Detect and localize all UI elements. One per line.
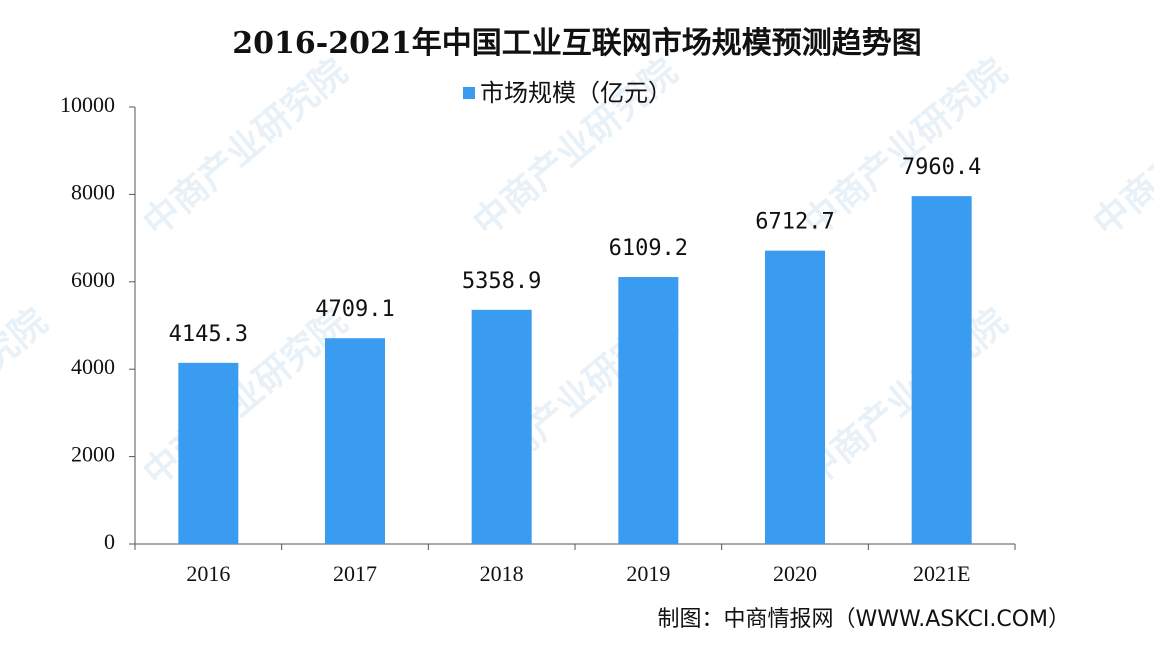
value-label: 4145.3 [169, 322, 248, 347]
chart-title: 2016-2021年中国工业互联网市场规模预测趋势图 [232, 26, 921, 61]
y-tick-label: 0 [104, 529, 115, 554]
y-tick-label: 4000 [71, 354, 115, 379]
value-label: 6712.7 [755, 210, 834, 235]
bar [178, 362, 239, 544]
source-note: 制图：中商情报网（WWW.ASKCI.COM） [658, 607, 1070, 632]
y-tick-label: 10000 [60, 92, 115, 117]
bar [911, 196, 972, 544]
bar [618, 277, 679, 544]
x-tick-label: 2017 [333, 561, 377, 586]
y-tick-label: 6000 [71, 267, 115, 292]
x-tick-label: 2021E [913, 561, 970, 586]
value-label: 7960.4 [902, 155, 981, 180]
x-tick-label: 2018 [480, 561, 524, 586]
x-tick-label: 2020 [773, 561, 817, 586]
y-tick-label: 8000 [71, 179, 115, 204]
y-tick-label: 2000 [71, 442, 115, 467]
x-tick-label: 2016 [186, 561, 230, 586]
watermark: 中商产业研究院 [1086, 51, 1154, 244]
watermark: 中商产业研究院 [0, 301, 55, 494]
bar [325, 338, 385, 544]
value-label: 4709.1 [315, 297, 394, 322]
value-label: 6109.2 [609, 236, 688, 261]
legend-swatch [463, 87, 475, 99]
watermark: 中商产业研究院 [796, 301, 1015, 494]
x-tick-label: 2019 [626, 561, 670, 586]
legend-label: 市场规模（亿元） [480, 79, 672, 107]
bar [471, 309, 532, 544]
watermark: 中商产业研究院 [136, 51, 355, 244]
value-label: 5358.9 [462, 269, 541, 294]
bar [765, 250, 825, 544]
